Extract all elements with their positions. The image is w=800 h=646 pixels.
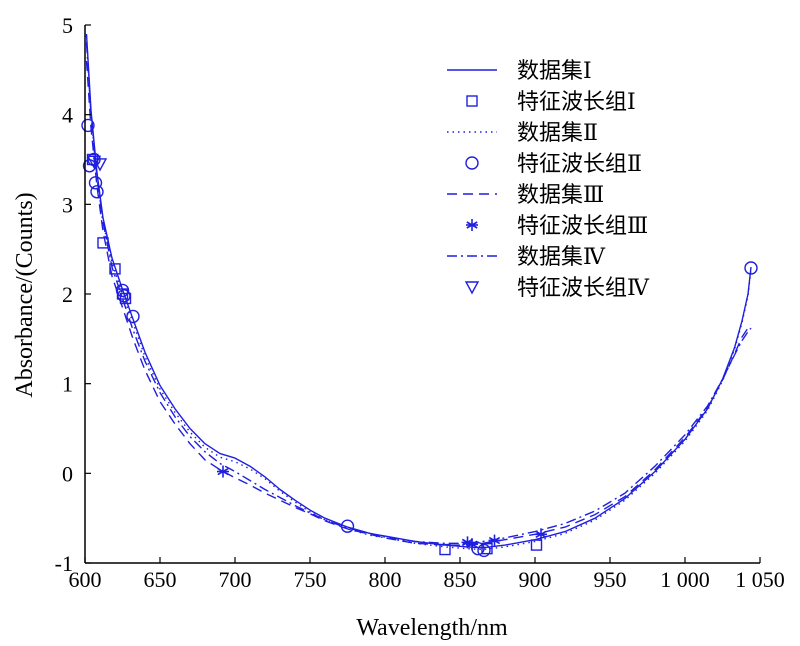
legend-label: 特征波长组Ⅳ [517,275,650,300]
marker-triangle-down [86,155,102,169]
y-tick-label: 0 [62,461,73,486]
legend-label: 数据集Ⅱ [517,120,598,145]
legend-entry: 数据集Ⅳ [447,244,606,269]
marker-circle [90,185,104,199]
y-tick-label: 3 [62,192,73,217]
y-tick-label: 1 [62,372,73,397]
legend-entry: 特征波长组Ⅱ [465,151,642,176]
x-tick-label: 900 [519,567,552,592]
marker-square [481,542,493,555]
x-tick-label: 750 [294,567,327,592]
marker-asterisk [488,534,501,547]
legend-entry: 特征波长组Ⅲ [466,213,648,238]
x-tick-label: 850 [444,567,477,592]
marker-triangle-down [92,158,108,172]
legend-label: 数据集Ⅳ [517,244,606,269]
marker-circle [115,283,130,298]
legend-label: 特征波长组Ⅱ [517,151,642,176]
marker-square [439,543,451,556]
legend: 数据集Ⅰ 特征波长组Ⅰ 数据集Ⅱ 特征波长组Ⅱ 数据集Ⅲ 特征波长组Ⅲ 数据集Ⅳ 特征波长组Ⅳ [447,58,650,300]
series-line-1 [85,33,752,549]
legend-entry: 数据集Ⅲ [447,182,604,207]
x-tick-label: 600 [69,567,102,592]
legend-marker-swatch [464,281,480,295]
y-tick-label: 5 [62,13,73,38]
marker-square [109,263,121,275]
marker-circle [126,309,140,324]
legend-marker-swatch [466,95,478,107]
marker-asterisk [535,528,547,541]
x-tick-label: 650 [144,567,177,592]
y-axis-title: Absorbance/(Counts) [12,192,38,397]
legend-entry: 特征波长组Ⅳ [464,275,650,300]
y-tick-label: 2 [62,282,73,307]
y-tick-label: 4 [62,103,73,128]
series-line-3 [85,60,752,546]
marker-circle [88,176,103,190]
x-tick-label: 1 000 [660,567,710,592]
legend-label: 数据集Ⅰ [517,58,592,83]
legend-label: 特征波长组Ⅰ [517,89,636,114]
series-line-2 [85,35,752,551]
marker-asterisk [217,465,229,478]
plot-area [81,33,758,558]
marker-asterisk [466,538,478,551]
marker-circle [744,261,758,275]
legend-marker-swatch [465,156,479,170]
legend-label: 特征波长组Ⅲ [517,213,648,238]
legend-entry: 特征波长组Ⅰ [466,89,636,114]
series-line-4 [85,42,752,544]
axes: 600 650 700 750 800 850 900 950 1 000 1 050 -1 0 1 2 3… [55,13,785,592]
legend-marker-swatch [466,219,478,231]
marker-circle [340,519,355,533]
legend-entry: 数据集Ⅰ [447,58,592,83]
marker-circle [81,118,95,133]
x-axis-title: Wavelength/nm [356,615,508,641]
marker-circle [117,289,131,303]
x-tick-label: 1 050 [735,567,785,592]
legend-entry: 数据集Ⅱ [447,120,598,145]
marker-square [97,237,109,249]
marker-square [530,539,543,551]
x-tick-label: 700 [219,567,252,592]
legend-label: 数据集Ⅲ [517,182,604,207]
x-tick-label: 950 [594,567,627,592]
marker-square [119,292,132,305]
marker-circle [477,543,491,558]
y-tick-label: -1 [55,551,73,576]
x-tick-label: 800 [369,567,402,592]
